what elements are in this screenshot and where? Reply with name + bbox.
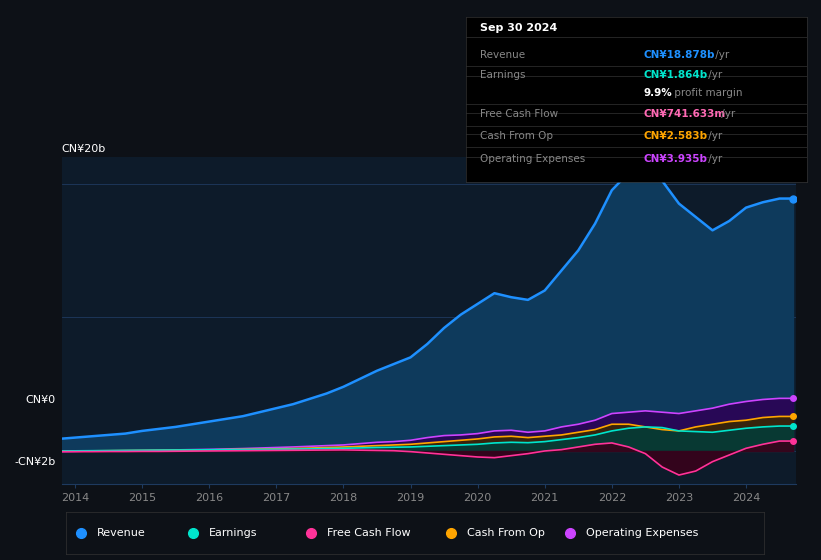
- Text: /yr: /yr: [704, 154, 722, 164]
- Text: /yr: /yr: [704, 69, 722, 80]
- Text: -CN¥2b: -CN¥2b: [15, 457, 56, 467]
- Text: CN¥20b: CN¥20b: [62, 144, 106, 154]
- Text: Earnings: Earnings: [480, 69, 525, 80]
- Text: Free Cash Flow: Free Cash Flow: [480, 109, 558, 119]
- Text: /yr: /yr: [712, 50, 729, 60]
- Text: Sep 30 2024: Sep 30 2024: [480, 24, 557, 34]
- Text: Revenue: Revenue: [97, 529, 146, 538]
- Text: Cash From Op: Cash From Op: [480, 131, 553, 141]
- Text: CN¥3.935b: CN¥3.935b: [644, 154, 708, 164]
- Text: CN¥18.878b: CN¥18.878b: [644, 50, 715, 60]
- Text: 9.9%: 9.9%: [644, 88, 672, 98]
- Text: CN¥0: CN¥0: [25, 395, 56, 405]
- Text: Earnings: Earnings: [209, 529, 257, 538]
- Text: /yr: /yr: [718, 109, 736, 119]
- Text: Free Cash Flow: Free Cash Flow: [328, 529, 411, 538]
- Text: Operating Expenses: Operating Expenses: [585, 529, 698, 538]
- Text: Operating Expenses: Operating Expenses: [480, 154, 585, 164]
- Text: CN¥2.583b: CN¥2.583b: [644, 131, 708, 141]
- Text: /yr: /yr: [704, 131, 722, 141]
- Text: CN¥1.864b: CN¥1.864b: [644, 69, 708, 80]
- Text: CN¥741.633m: CN¥741.633m: [644, 109, 726, 119]
- Text: Cash From Op: Cash From Op: [467, 529, 545, 538]
- Text: profit margin: profit margin: [671, 88, 742, 98]
- Text: Revenue: Revenue: [480, 50, 525, 60]
